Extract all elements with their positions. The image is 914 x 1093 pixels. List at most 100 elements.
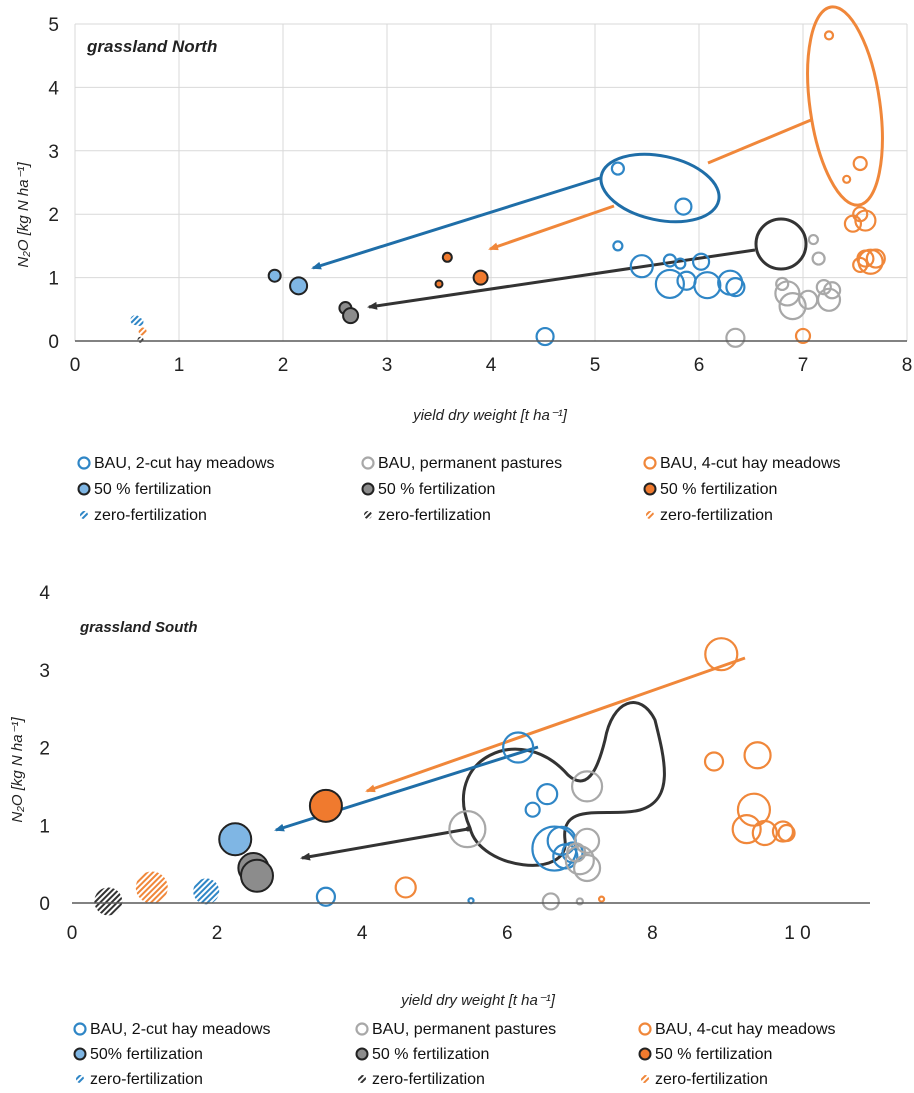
x-tick-label: 5 <box>590 355 601 376</box>
data-point-grey-open <box>575 897 584 906</box>
legend-marker <box>73 1022 87 1036</box>
legend-marker <box>641 1075 649 1083</box>
legend-label: BAU, 4-cut hay meadows <box>655 1021 836 1038</box>
data-point-orange-open <box>777 823 796 843</box>
data-point-grey-hatched <box>137 336 144 343</box>
legend-label: BAU, 2-cut hay meadows <box>90 1021 271 1038</box>
legend-marker <box>77 456 91 470</box>
chart-title: grassland South <box>79 619 198 636</box>
data-point-orange-filled <box>308 788 343 823</box>
data-point-grey-open <box>807 233 820 246</box>
ellipse-blue <box>599 152 721 224</box>
legend-marker <box>638 1047 652 1061</box>
data-point-orange-open <box>743 741 772 770</box>
data-point-orange-filled <box>434 279 444 289</box>
ellipse-black <box>754 217 808 271</box>
legend-label: BAU, 2-cut hay meadows <box>94 455 275 472</box>
arrow-black <box>367 248 756 310</box>
data-point-blue-open <box>693 271 722 300</box>
legend-marker <box>364 511 372 519</box>
legend: BAU, 2-cut hay meadows BAU, permanent pas… <box>77 455 841 524</box>
x-tick-label: 2 <box>212 923 223 944</box>
legend-label: BAU, permanent pastures <box>378 455 562 472</box>
legend-item: zero-fertilization <box>364 507 491 524</box>
legend-label: BAU, 4-cut hay meadows <box>660 455 841 472</box>
data-point-grey-filled <box>342 307 360 325</box>
data-point-grey-open <box>570 770 604 803</box>
data-point-orange-open <box>704 637 739 672</box>
data-point-grey-open <box>815 279 832 296</box>
data-point-blue-filled <box>218 822 253 857</box>
annotations <box>311 5 884 310</box>
y-tick-label: 0 <box>48 332 59 353</box>
legend-label: zero-fertilization <box>655 1071 768 1088</box>
data-point-blue-open <box>536 783 559 806</box>
legend-marker <box>643 482 657 496</box>
data-point-grey-open <box>564 845 595 876</box>
legend-marker <box>76 1075 84 1083</box>
y-tick-label: 1 <box>48 269 59 290</box>
data-point-grey-open <box>572 853 602 883</box>
legend-marker <box>355 1047 369 1061</box>
data-point-blue-hatched <box>193 878 220 905</box>
data-point-orange-open <box>703 751 725 772</box>
legend-item: BAU, 4-cut hay meadows <box>638 1021 836 1038</box>
y-axis-label: N₂O [kg N ha⁻¹] <box>9 717 26 823</box>
legend: BAU, 2-cut hay meadows BAU, permanent pas… <box>73 1021 836 1088</box>
data-point-blue-open <box>691 252 711 271</box>
data-point-orange-open <box>794 327 812 345</box>
legend-marker <box>643 456 657 470</box>
data-point-orange-filled <box>472 269 489 286</box>
y-axis-label: N₂O [kg N ha⁻¹] <box>15 162 32 268</box>
grid <box>74 23 908 342</box>
legend-label: 50 % fertilization <box>372 1046 489 1063</box>
y-tick-label: 1 <box>39 816 50 837</box>
legend-item: BAU, 2-cut hay meadows <box>77 455 275 472</box>
y-tick-label: 4 <box>48 78 59 99</box>
data-point-grey-open <box>566 842 587 863</box>
legend-marker <box>361 456 375 470</box>
data-point-orange-hatched <box>135 871 168 904</box>
legend-label: 50% fertilization <box>90 1046 203 1063</box>
y-tick-label: 2 <box>39 739 50 760</box>
x-tick-label: 3 <box>382 355 393 376</box>
data-point-blue-filled <box>289 276 309 296</box>
legend-marker <box>80 511 88 519</box>
data-point-blue-open <box>531 825 578 872</box>
data-point-grey-open <box>448 810 487 849</box>
data-point-blue-open <box>717 269 744 296</box>
arrow-orange <box>707 118 812 165</box>
data-point-grey-open <box>573 827 601 854</box>
data-point-grey-open <box>816 287 842 312</box>
arrow-black <box>300 827 469 861</box>
y-tick-label: 0 <box>39 894 50 915</box>
data-point-blue-open <box>535 326 555 347</box>
legend-label: zero-fertilization <box>378 507 491 524</box>
data-point-blue-open <box>674 197 693 216</box>
legend-item: 50 % fertilization <box>355 1046 489 1063</box>
data-point-orange-open <box>857 248 884 275</box>
legend-label: zero-fertilization <box>372 1071 485 1088</box>
data-point-orange-open <box>771 820 795 843</box>
data-point-grey-open <box>778 292 807 321</box>
data-point-orange-open <box>394 876 417 899</box>
legend-marker <box>361 482 375 496</box>
arrow-blue <box>311 176 601 270</box>
x-tick-label: 1 0 <box>784 923 810 944</box>
axes: 0 2 4 6 8 1 0 0 1 2 3 4 <box>39 583 870 944</box>
data-points <box>130 30 886 348</box>
data-point-blue-open <box>610 161 625 176</box>
legend-item: zero-fertilization <box>76 1071 203 1088</box>
data-point-orange-open <box>823 30 835 41</box>
legend-item: zero-fertilization <box>641 1071 768 1088</box>
data-point-grey-open <box>541 892 560 911</box>
chart-grassland-north: 0 1 2 3 4 5 6 7 8 0 1 2 3 4 5 grassland North N₂O [kg … <box>15 5 912 524</box>
legend-item: zero-fertilization <box>646 507 773 524</box>
legend-label: zero-fertilization <box>660 507 773 524</box>
data-point-orange-open <box>736 792 772 827</box>
x-tick-label: 6 <box>694 355 705 376</box>
x-axis-label: yield dry weight [t ha⁻¹] <box>400 992 556 1009</box>
x-tick-label: 6 <box>502 923 513 944</box>
data-points <box>94 637 796 916</box>
